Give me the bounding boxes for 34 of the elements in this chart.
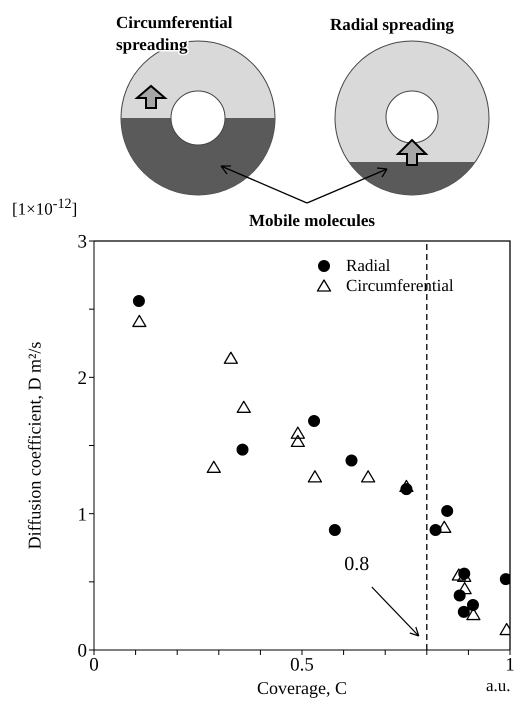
point <box>466 599 479 612</box>
y-axis-title: Diffusion coefficient, D m²/s <box>24 342 44 550</box>
point <box>328 524 341 536</box>
x-axis-title: Coverage, C <box>257 678 347 698</box>
point <box>308 470 322 483</box>
x-tick-label: 0.5 <box>290 654 314 676</box>
point <box>236 400 251 413</box>
text: [1×10$^{-12}$] <box>12 196 78 220</box>
point <box>290 426 305 439</box>
legend-label: Circumferential <box>346 276 454 296</box>
point <box>399 480 414 492</box>
ref-line-label: 0.8 <box>344 553 370 575</box>
point <box>206 460 221 473</box>
point <box>458 606 470 618</box>
point <box>360 470 376 483</box>
y-tick-label: 0 <box>78 640 87 662</box>
point <box>224 352 238 364</box>
point <box>452 568 466 581</box>
point <box>132 294 145 307</box>
point <box>308 414 320 427</box>
x-tick-label: 1 <box>505 654 515 676</box>
text: Radial spreading <box>330 15 454 34</box>
text: a.u. <box>486 676 511 696</box>
point <box>441 504 454 517</box>
point <box>132 314 146 328</box>
legend-label: Radial <box>346 256 390 276</box>
point <box>236 444 249 456</box>
y-tick-label: 2 <box>78 368 87 390</box>
y-tick-label: 1 <box>78 504 87 526</box>
point <box>458 582 472 594</box>
text: Mobile molecules <box>248 211 376 230</box>
point <box>290 434 305 448</box>
y-tick-label: 3 <box>78 232 87 253</box>
point <box>346 454 358 466</box>
